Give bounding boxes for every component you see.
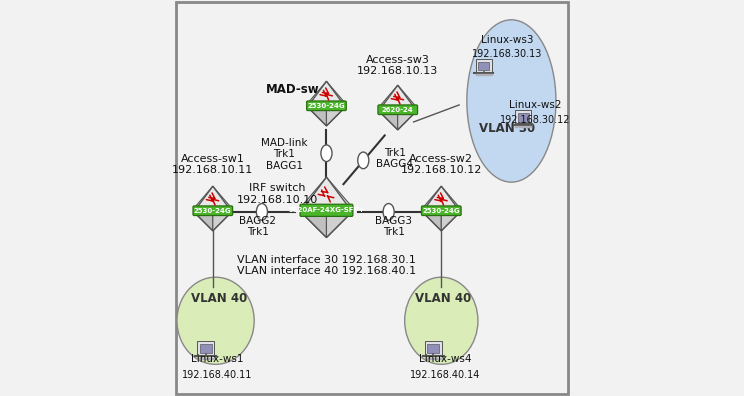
FancyBboxPatch shape: [378, 105, 417, 114]
Text: Access-sw2
192.168.10.12: Access-sw2 192.168.10.12: [400, 154, 482, 175]
Text: BAGG2
Trk1: BAGG2 Trk1: [240, 216, 277, 237]
Polygon shape: [398, 107, 417, 130]
Polygon shape: [518, 113, 529, 122]
Text: 192.168.30.13: 192.168.30.13: [472, 49, 542, 59]
Polygon shape: [478, 62, 489, 70]
Text: VLAN interface 30 192.168.30.1
VLAN interface 40 192.168.40.1: VLAN interface 30 192.168.30.1 VLAN inte…: [237, 255, 416, 276]
Polygon shape: [379, 85, 417, 110]
Text: Access-sw3
192.168.10.13: Access-sw3 192.168.10.13: [357, 55, 438, 76]
Text: MAD-link
Trk1
BAGG1: MAD-link Trk1 BAGG1: [261, 138, 307, 171]
Text: IRF switch
192.168.10.10: IRF switch 192.168.10.10: [237, 183, 318, 205]
Ellipse shape: [321, 145, 332, 162]
Text: Linux-ws1: Linux-ws1: [191, 354, 244, 364]
Text: BAGG3
Trk1: BAGG3 Trk1: [375, 216, 412, 237]
Ellipse shape: [358, 152, 369, 169]
Text: 2530-24G: 2530-24G: [194, 208, 231, 213]
Text: 5820AF-24XG-SFP+: 5820AF-24XG-SFP+: [288, 207, 365, 213]
Polygon shape: [327, 103, 345, 126]
Ellipse shape: [405, 277, 478, 364]
Polygon shape: [301, 207, 327, 238]
Polygon shape: [327, 207, 352, 238]
Text: 2620-24: 2620-24: [382, 107, 414, 112]
Polygon shape: [427, 344, 440, 353]
Text: Access-sw1
192.168.10.11: Access-sw1 192.168.10.11: [172, 154, 254, 175]
Text: 2530-24G: 2530-24G: [308, 103, 345, 109]
Polygon shape: [379, 107, 398, 130]
Ellipse shape: [257, 204, 267, 220]
Polygon shape: [193, 208, 213, 231]
Text: VLAN 40: VLAN 40: [415, 293, 472, 305]
Polygon shape: [425, 341, 442, 355]
Text: Linux-ws2: Linux-ws2: [509, 100, 562, 110]
FancyBboxPatch shape: [422, 206, 461, 215]
Polygon shape: [423, 186, 461, 211]
FancyBboxPatch shape: [193, 206, 233, 215]
Ellipse shape: [466, 20, 556, 182]
Text: 192.168.40.14: 192.168.40.14: [410, 370, 481, 380]
Polygon shape: [476, 59, 492, 72]
Polygon shape: [213, 208, 232, 231]
Text: Linux-ws3: Linux-ws3: [481, 34, 533, 45]
Text: Linux-ws4: Linux-ws4: [419, 354, 472, 364]
Polygon shape: [441, 208, 461, 231]
Text: 192.168.40.11: 192.168.40.11: [182, 370, 253, 380]
Polygon shape: [423, 208, 441, 231]
Polygon shape: [199, 344, 212, 353]
Polygon shape: [307, 81, 345, 106]
Text: 2530-24G: 2530-24G: [423, 208, 460, 213]
Polygon shape: [193, 186, 232, 211]
Polygon shape: [516, 110, 531, 123]
Ellipse shape: [383, 204, 394, 220]
FancyBboxPatch shape: [176, 2, 568, 394]
Text: Trk1
BAGG4: Trk1 BAGG4: [376, 148, 414, 169]
Text: VLAN 30: VLAN 30: [479, 122, 536, 135]
FancyBboxPatch shape: [307, 101, 346, 110]
Text: MAD-sw: MAD-sw: [266, 83, 320, 95]
Text: VLAN 40: VLAN 40: [191, 293, 248, 305]
Text: 192.168.30.12: 192.168.30.12: [500, 115, 571, 125]
Polygon shape: [307, 103, 327, 126]
Polygon shape: [197, 341, 214, 355]
Ellipse shape: [177, 277, 254, 364]
Polygon shape: [301, 177, 352, 211]
FancyBboxPatch shape: [300, 204, 353, 216]
